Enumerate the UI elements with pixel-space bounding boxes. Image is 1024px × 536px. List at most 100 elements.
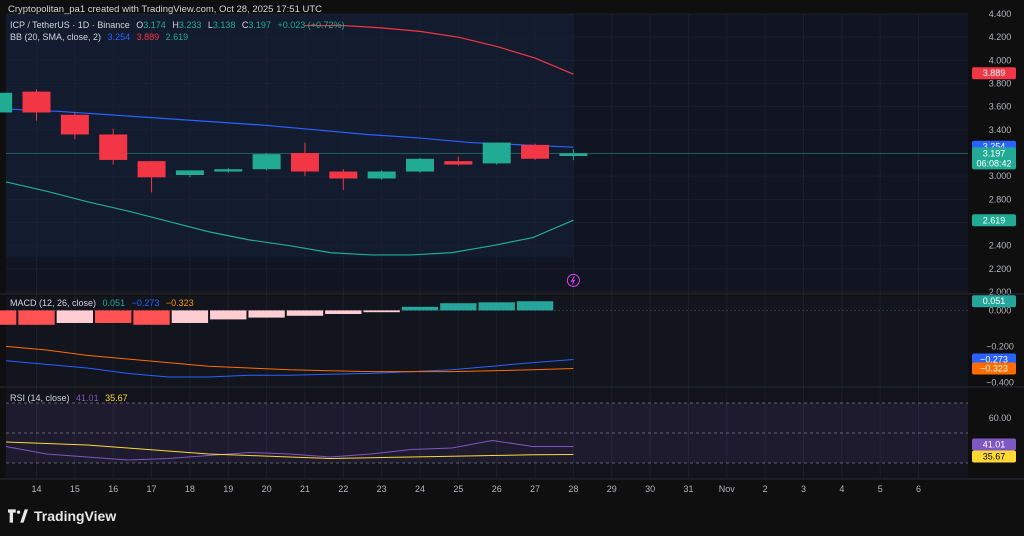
macd-bar <box>516 301 554 311</box>
time-tick-label: 21 <box>300 484 310 494</box>
close-badge-price: 3.197 <box>983 148 1006 158</box>
candle-body <box>214 169 243 172</box>
tradingview-logo-icon <box>8 509 28 523</box>
candle-body <box>406 158 434 172</box>
candle-body <box>559 153 588 157</box>
open-value: 3.174 <box>143 20 166 30</box>
macd-bar <box>440 303 477 311</box>
bb-basis-badge-text: 3.254 <box>983 142 1006 152</box>
time-tick-label: 31 <box>683 484 693 494</box>
bb-lower-badge-text: 2.619 <box>983 215 1006 225</box>
bb-lower-badge: 2.619 <box>972 214 1016 227</box>
close-label: C <box>241 20 249 30</box>
time-tick-label: 2 <box>763 484 768 494</box>
time-tick-label: 28 <box>568 484 578 494</box>
macd-bar <box>56 310 94 323</box>
rsi-ma-badge-bg <box>972 450 1016 463</box>
price-tick-label: 2.400 <box>989 241 1012 251</box>
open-label: O <box>136 20 144 30</box>
low-value: 3.138 <box>212 20 236 30</box>
bb-band-fill <box>6 14 574 258</box>
candle-body <box>482 142 511 164</box>
symbol-title: ICP / TetherUS · 1D · Binance <box>10 20 130 30</box>
rsi-badge: 41.01 <box>972 438 1016 451</box>
time-tick-label: 22 <box>338 484 348 494</box>
event-marker-bolt <box>570 276 576 285</box>
candle-body <box>22 91 51 113</box>
high-label: H <box>172 20 179 30</box>
candle-body <box>444 161 473 165</box>
macd-signal-badge-text: −0.323 <box>980 364 1008 374</box>
macd-tick-label: −0.400 <box>986 377 1014 387</box>
close-badge-bg <box>972 147 1016 170</box>
macd-bar <box>286 310 324 316</box>
candle-body <box>175 170 204 176</box>
macd-signal-badge-bg <box>972 362 1016 375</box>
bb-upper-line <box>304 24 574 75</box>
candle-body <box>290 153 319 172</box>
price-tick-label: 4.000 <box>989 55 1012 65</box>
rsi-badge-bg <box>972 438 1016 451</box>
candle-body <box>252 154 281 170</box>
price-tick-label: 2.800 <box>989 194 1012 204</box>
price-tick-label: 3.000 <box>989 171 1012 181</box>
macd-bar <box>18 310 55 325</box>
macd-bar <box>95 310 132 323</box>
rsi-ma-badge: 35.67 <box>972 450 1016 463</box>
macd-bar <box>478 302 515 311</box>
candle-body <box>0 92 13 113</box>
high-value: 3.233 <box>178 20 202 30</box>
bb-lower-value: 2.619 <box>165 32 189 42</box>
time-tick-label: 23 <box>377 484 387 494</box>
bb-label: BB (20, SMA, close, 2) <box>10 32 102 42</box>
tradingview-brand[interactable]: TradingView <box>8 508 116 524</box>
macd-tick-label: 0.000 <box>989 305 1012 315</box>
rsi-legend[interactable]: RSI (14, close) 41.01 35.67 <box>10 393 132 403</box>
time-tick-label: 17 <box>147 484 157 494</box>
candle-body <box>367 171 396 179</box>
macd-hist-badge: 0.051 <box>972 295 1016 308</box>
bb-upper-badge-bg <box>972 67 1016 80</box>
candle-body <box>60 114 89 135</box>
price-tick-label: 3.800 <box>989 79 1012 89</box>
price-tick-label: 2.000 <box>989 287 1012 297</box>
change-value: +0.023 (+0.72%) <box>277 20 345 30</box>
price-tick-label: 2.200 <box>989 264 1012 274</box>
macd-line-value: −0.273 <box>131 298 160 308</box>
bb-lower-badge-bg <box>972 214 1016 227</box>
event-marker-icon <box>566 273 580 287</box>
bb-basis-value: 3.254 <box>107 32 131 42</box>
time-tick-label: 14 <box>31 484 41 494</box>
macd-tick-label: −0.200 <box>986 341 1014 351</box>
time-tick-label: 5 <box>878 484 883 494</box>
macd-bar <box>210 310 247 320</box>
macd-signal-line <box>5 345 574 373</box>
price-tick-label: 3.400 <box>989 125 1012 135</box>
candle-body <box>99 134 128 160</box>
bb-legend[interactable]: BB (20, SMA, close, 2) 3.254 3.889 2.619 <box>10 32 192 42</box>
close-badge-countdown: 06:08:42 <box>976 158 1011 168</box>
created-by-caption: Cryptopolitan_pa1 created with TradingVi… <box>8 4 323 15</box>
time-tick-label: 6 <box>916 484 921 494</box>
brand-name: TradingView <box>34 508 117 524</box>
bb-lower-line <box>5 181 574 256</box>
macd-bar <box>401 306 439 311</box>
bb-upper-badge: 3.889 <box>972 67 1016 80</box>
rsi-ma-badge-text: 35.67 <box>983 451 1006 461</box>
time-tick-label: 24 <box>415 484 425 494</box>
price-tick-label: 4.200 <box>989 32 1012 42</box>
low-label: L <box>207 20 213 30</box>
rsi-line <box>5 439 574 461</box>
time-tick-label: 15 <box>70 484 80 494</box>
macd-legend[interactable]: MACD (12, 26, close) 0.051 −0.273 −0.323 <box>10 298 198 308</box>
candles <box>0 89 588 193</box>
time-tick-label: 4 <box>839 484 844 494</box>
symbol-legend[interactable]: ICP / TetherUS · 1D · Binance O3.174 H3.… <box>10 20 349 30</box>
macd-signal-badge: −0.323 <box>972 362 1016 375</box>
time-tick-label: 27 <box>530 484 540 494</box>
candle-body <box>329 171 358 179</box>
macd-label: MACD (12, 26, close) <box>10 298 97 308</box>
time-tick-label: 25 <box>453 484 463 494</box>
